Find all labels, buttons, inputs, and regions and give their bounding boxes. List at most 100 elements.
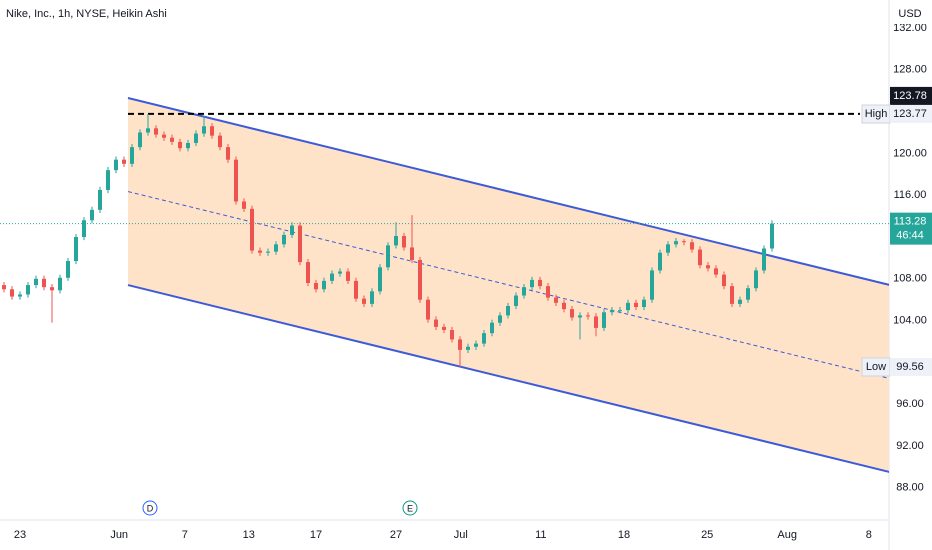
candle-body	[442, 326, 446, 331]
candle-body	[354, 280, 358, 299]
candle-body	[458, 339, 462, 350]
candle-body	[722, 274, 726, 287]
high-price-box	[890, 105, 932, 124]
candle-body	[274, 244, 278, 252]
high-tag-label: High	[865, 108, 888, 120]
candle-body	[610, 310, 614, 313]
y-tick-label: 96.00	[896, 398, 924, 410]
candle-body	[738, 299, 742, 304]
candle-body	[258, 250, 262, 253]
candle-body	[210, 126, 214, 136]
candle-body	[194, 133, 198, 143]
chart-title: Nike, Inc., 1h, NYSE, Heikin Ashi	[6, 8, 167, 20]
low-price-box	[890, 358, 932, 377]
candle-body	[554, 297, 558, 303]
candle-body	[362, 298, 366, 304]
candle-body	[330, 273, 334, 281]
level-price-box	[890, 86, 932, 105]
candle-body	[770, 223, 774, 249]
candle-body	[546, 286, 550, 298]
candle-body	[466, 346, 470, 350]
candle-body	[82, 220, 86, 238]
candle-body	[234, 159, 238, 202]
channel-middle	[127, 191, 889, 379]
y-tick-label: 92.00	[896, 440, 924, 452]
candle-body	[250, 208, 254, 251]
candle-body	[562, 302, 566, 310]
y-tick-label: 104.00	[893, 315, 927, 327]
x-tick-label: 23	[14, 529, 26, 541]
channel-fill	[128, 98, 889, 472]
candle-body	[674, 241, 678, 245]
high-price-label: 123.77	[893, 108, 927, 120]
candle-body	[98, 189, 102, 210]
x-tick-label: 8	[866, 529, 872, 541]
candle-body	[338, 271, 342, 274]
candle-body	[106, 170, 110, 190]
candle-body	[346, 271, 350, 281]
candle-body	[202, 126, 206, 134]
event-label: D	[147, 503, 154, 513]
y-tick-label: 108.00	[893, 273, 927, 285]
candle-body	[410, 247, 414, 260]
x-tick-label: 17	[310, 529, 322, 541]
candle-body	[666, 244, 670, 253]
y-tick-label: 116.00	[894, 189, 927, 201]
candle-body	[130, 147, 134, 164]
candle-body	[26, 285, 30, 295]
candle-body	[170, 137, 174, 142]
x-tick-label: Aug	[777, 529, 797, 541]
x-tick-label: 13	[243, 529, 255, 541]
candle-body	[474, 343, 478, 347]
x-tick-label: 11	[535, 529, 546, 541]
candle-body	[66, 261, 70, 278]
candle-body	[122, 159, 126, 164]
candle-body	[586, 315, 590, 317]
candle-body	[266, 251, 270, 253]
candle-body	[378, 267, 382, 292]
y-tick-label: 120.00	[893, 147, 927, 159]
low-tag-label: Low	[866, 361, 886, 373]
candle-body	[762, 248, 766, 271]
candle-body	[530, 279, 534, 288]
candle-body	[2, 285, 6, 290]
currency-bg	[890, 4, 932, 24]
candle-body	[650, 270, 654, 300]
y-tick-label: 132.00	[893, 22, 927, 34]
candle-body	[434, 319, 438, 327]
candle-body	[34, 278, 38, 286]
candle-body	[306, 262, 310, 283]
candle-body	[146, 128, 150, 133]
candle-body	[114, 159, 118, 171]
candle-body	[634, 302, 638, 308]
candle-body	[314, 282, 318, 290]
candle-body	[538, 279, 542, 287]
candle-body	[698, 249, 702, 266]
last-price-box	[890, 212, 932, 245]
candle-body	[218, 135, 222, 148]
candle-body	[706, 265, 710, 269]
candle-body	[154, 128, 158, 135]
candle-body	[322, 280, 326, 290]
candle-body	[522, 287, 526, 296]
candle-body	[226, 147, 230, 160]
candle-body	[498, 315, 502, 323]
x-tick-label: 27	[390, 529, 402, 541]
x-tick-label: Jun	[110, 529, 128, 541]
x-tick-label: 7	[182, 529, 188, 541]
candle-body	[570, 309, 574, 318]
candle-body	[370, 291, 374, 304]
event-label: E	[407, 503, 413, 513]
event-marker	[402, 500, 418, 516]
last-price-label: 113.28	[894, 216, 927, 228]
y-tick-label: 88.00	[896, 482, 924, 494]
candle-body	[714, 268, 718, 275]
candle-body	[746, 288, 750, 300]
level-price-label: 123.78	[893, 90, 927, 102]
candle-body	[42, 278, 46, 288]
candle-body	[730, 286, 734, 304]
candle-body	[578, 315, 582, 318]
candle-body	[58, 277, 62, 291]
candle-body	[394, 235, 398, 246]
candle-body	[418, 260, 422, 300]
